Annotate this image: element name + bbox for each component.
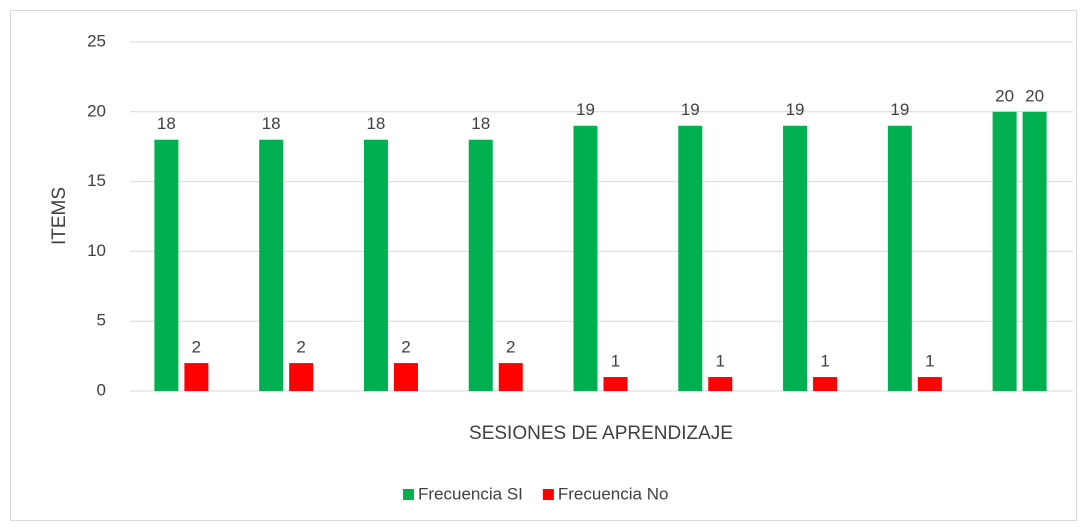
bar <box>603 377 628 391</box>
data-label: 19 <box>786 100 805 119</box>
bar <box>289 363 314 391</box>
legend-swatch <box>403 489 414 500</box>
bar <box>708 377 733 391</box>
legend-label: Frecuencia No <box>558 484 669 503</box>
data-label: 20 <box>1025 86 1044 105</box>
data-label: 19 <box>681 100 700 119</box>
data-label: 2 <box>296 338 305 357</box>
y-tick-label: 20 <box>87 101 106 120</box>
bar <box>678 125 703 391</box>
bar <box>813 377 838 391</box>
y-tick-label: 10 <box>87 241 106 260</box>
data-label: 18 <box>366 114 385 133</box>
y-axis-title: ITEMS <box>49 187 70 245</box>
bar <box>992 111 1017 392</box>
data-label: 20 <box>995 86 1014 105</box>
data-label: 18 <box>471 114 490 133</box>
y-tick-label: 15 <box>87 171 106 190</box>
legend-label: Frecuencia SI <box>418 484 523 503</box>
bar <box>783 125 808 391</box>
data-label: 1 <box>925 352 934 371</box>
data-label: 1 <box>716 352 725 371</box>
y-tick-label: 5 <box>97 311 106 330</box>
bar <box>1022 111 1047 392</box>
bar <box>154 139 179 391</box>
bar <box>363 139 388 391</box>
bar <box>498 363 523 391</box>
x-axis-title: SESIONES DE APRENDIZAJE <box>469 423 733 444</box>
legend-swatch <box>542 489 554 500</box>
data-label: 2 <box>506 338 515 357</box>
data-label: 18 <box>262 114 281 133</box>
bar <box>468 139 493 391</box>
data-label: 19 <box>890 100 909 119</box>
bar <box>259 139 284 391</box>
y-tick-label: 0 <box>97 380 106 399</box>
data-label: 2 <box>401 338 410 357</box>
y-tick-label: 25 <box>87 31 106 50</box>
bar <box>573 125 598 391</box>
bar <box>393 363 418 391</box>
data-label: 1 <box>820 352 829 371</box>
bar <box>184 363 209 391</box>
data-label: 19 <box>576 100 595 119</box>
data-label: 2 <box>192 338 201 357</box>
data-label: 18 <box>157 114 176 133</box>
bar <box>917 377 942 391</box>
data-label: 1 <box>611 352 620 371</box>
bar <box>887 125 912 391</box>
